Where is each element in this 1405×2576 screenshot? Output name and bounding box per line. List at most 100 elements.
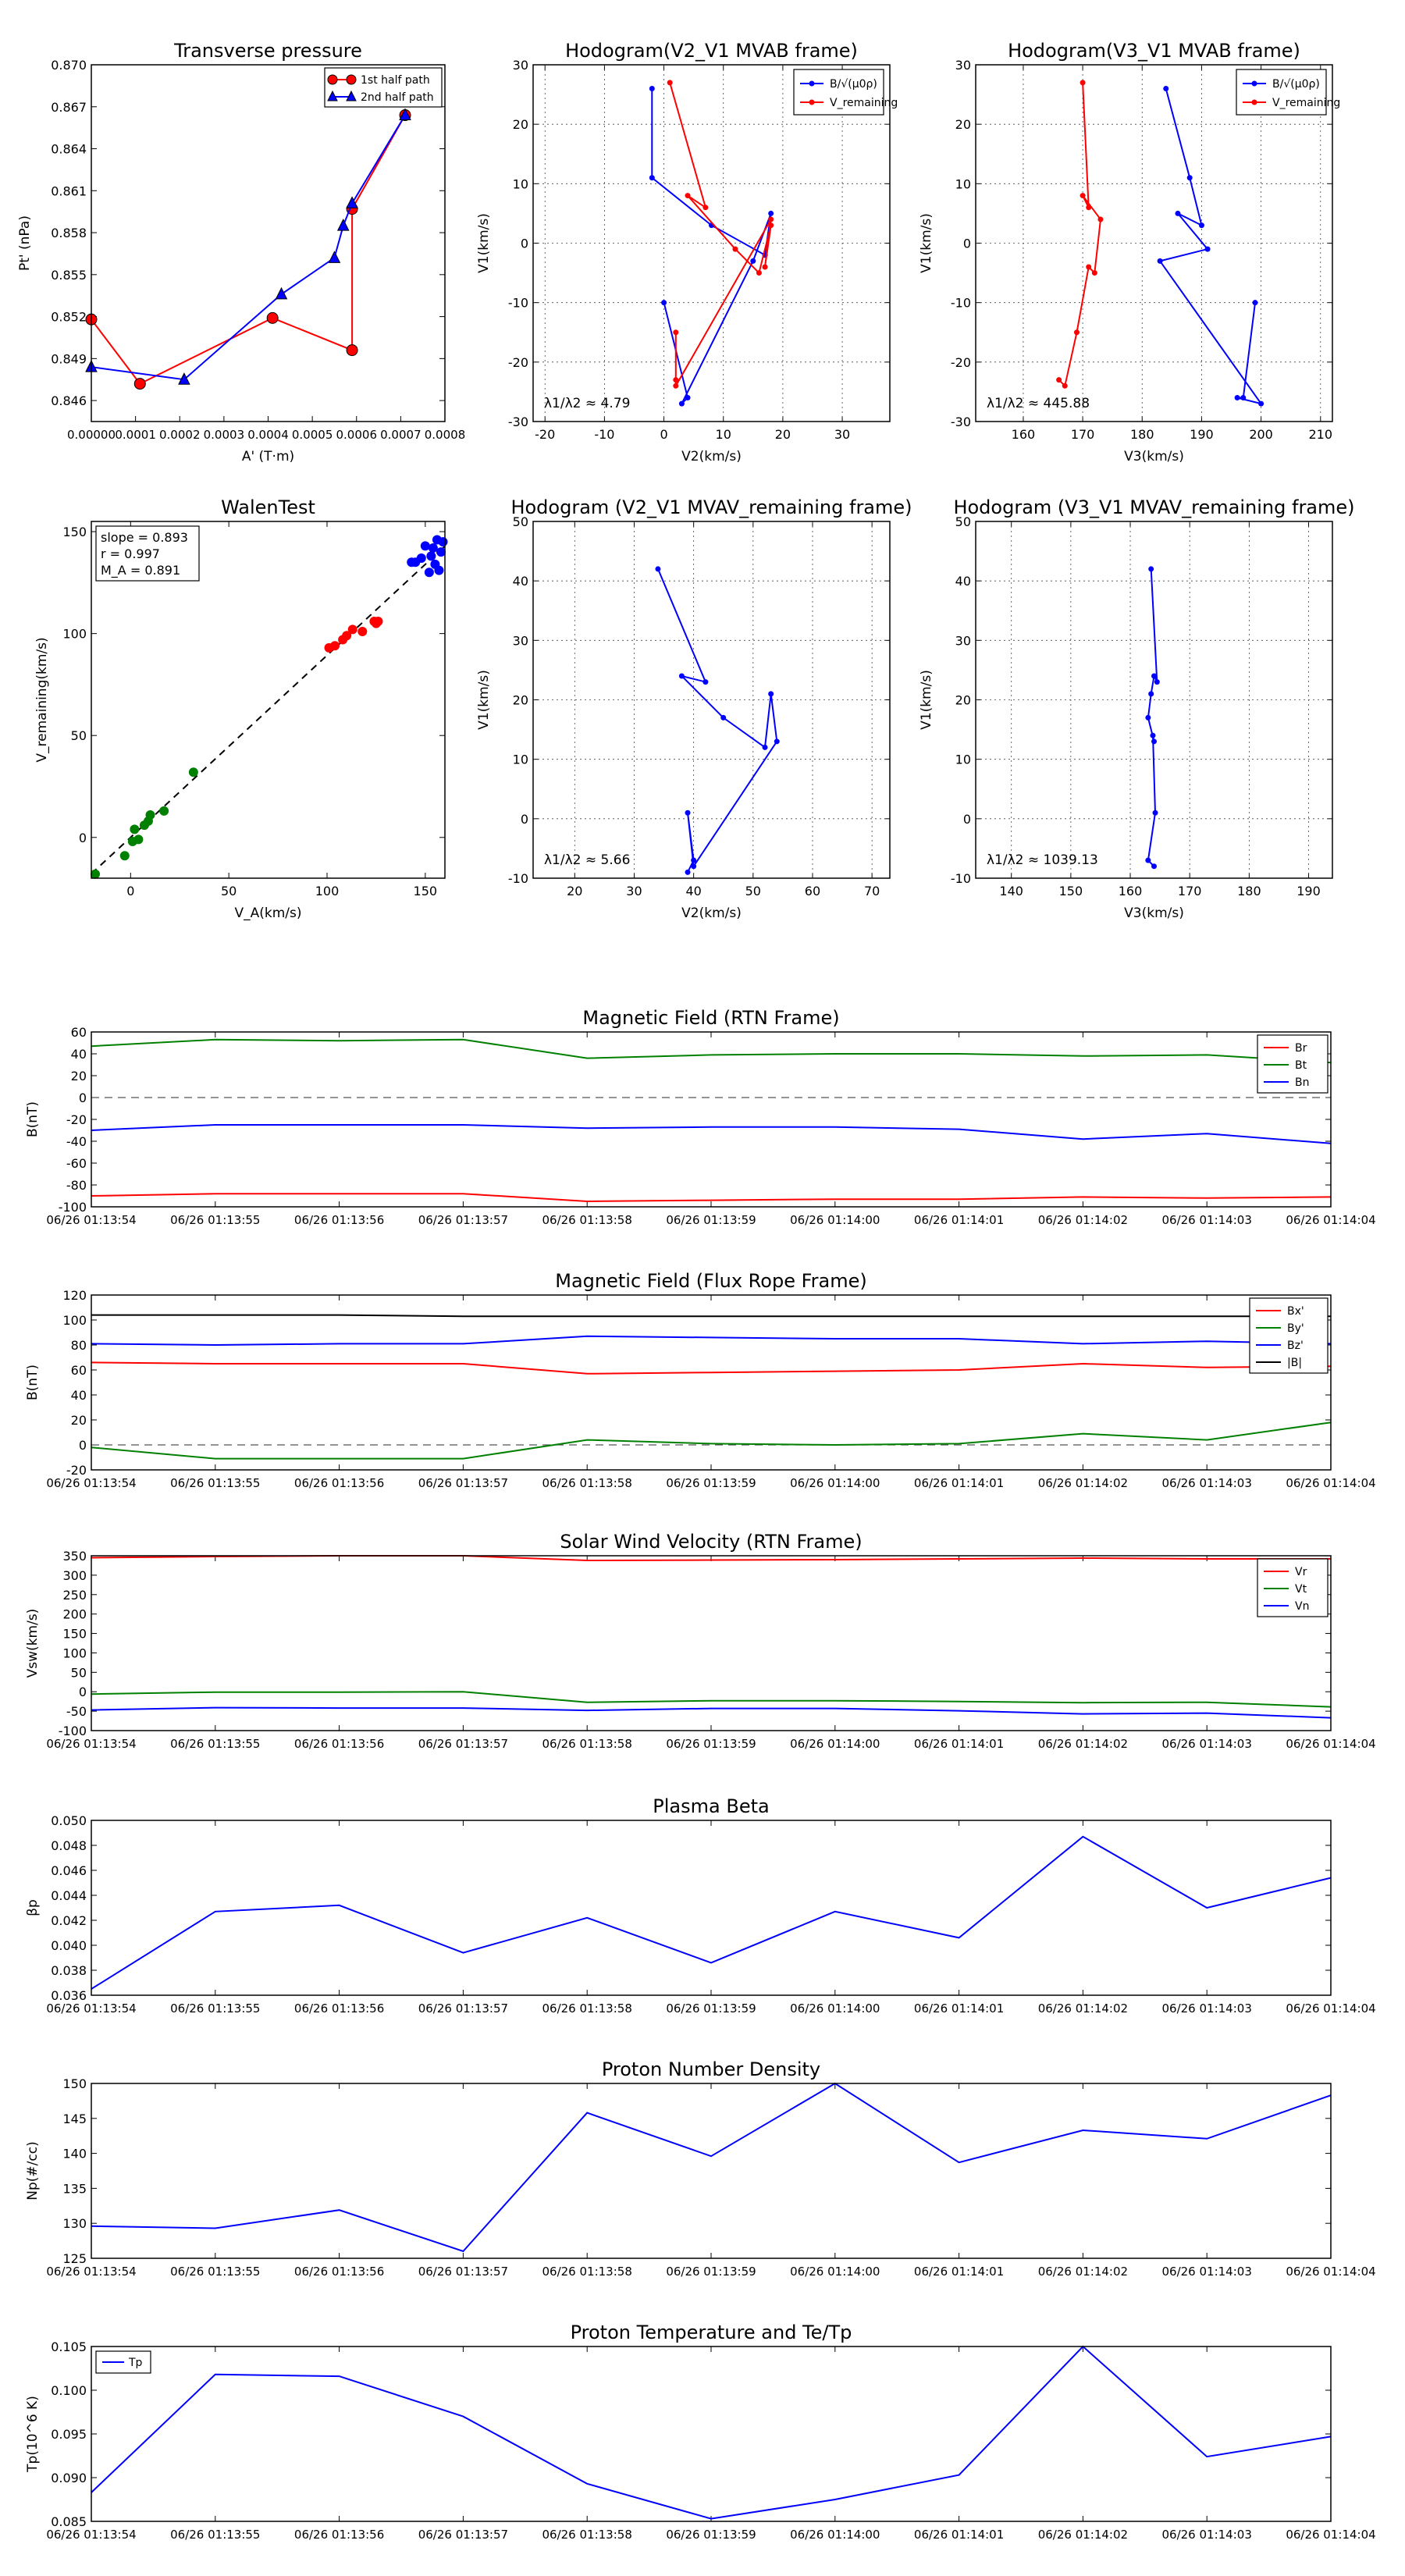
x-tick-label: 06/26 01:13:56 [294,2265,384,2279]
x-tick-label: 06/26 01:13:55 [170,2001,260,2016]
y-tick-label: 0 [79,1685,87,1699]
x-axis-label: V3(km/s) [1124,449,1184,464]
data-point [1157,258,1163,264]
x-tick-label: 06/26 01:14:04 [1286,2001,1375,2016]
y-tick-label: 150 [62,1627,87,1642]
y-tick-label: 0.050 [51,1813,87,1828]
data-point [266,311,279,324]
series-line [91,1421,1332,1460]
series-line [91,1038,1332,1064]
y-tick-label: 100 [62,1646,87,1660]
hodo-v2-mvav-chart: Hodogram (V2_V1 MVAV_remaining frame) -10… [476,496,912,921]
x-axis-label: V2(km/s) [681,906,742,921]
x-tick-label: 06/26 01:14:04 [1286,2528,1375,2542]
x-tick-label: 30 [834,427,850,442]
x-axis-label: V_A(km/s) [234,906,301,921]
axes-frame [91,2346,1332,2522]
x-tick-label: 06/26 01:14:00 [790,2265,880,2279]
y-tick-label: 300 [62,1568,87,1583]
x-tick-label: 06/26 01:14:00 [790,2528,880,2542]
chart-title: Proton Number Density [602,2058,820,2080]
y-tick-label: 145 [62,2112,87,2126]
y-tick-label: -80 [66,1178,87,1193]
data-point [768,222,774,229]
y-tick-label: 0.861 [51,183,87,198]
series-line [91,1361,1332,1375]
y-tick-label: 80 [71,1338,87,1353]
chart-title: Plasma Beta [653,1795,769,1817]
legend-marker [809,99,815,105]
data-point [762,264,768,270]
data-point [1145,714,1151,720]
x-tick-label: 0 [660,427,667,442]
chart-title: Transverse pressure [173,40,362,62]
axes-frame [532,64,891,422]
x-tick-label: 06/26 01:14:04 [1286,1737,1375,1751]
hodo-v2-mvab-chart: Hodogram(V2_V1 MVAB frame) -30 -20 -10 0 10 20… [476,40,898,464]
series-line [657,568,778,873]
data-point [673,382,679,389]
data-point [655,566,661,572]
y-tick-label: 60 [71,1363,87,1378]
y-tick-label: 0.044 [51,1888,87,1903]
series-line [1147,568,1158,867]
axes-frame [975,64,1333,422]
x-tick-label: 20 [775,427,791,442]
x-tick-label: 06/26 01:13:59 [666,1476,756,1490]
y-tick-label: 350 [62,1549,87,1564]
data-point [436,547,446,557]
data-point [691,863,697,870]
data-point [1204,246,1211,252]
chart-title: Hodogram(V3_V1 MVAB frame) [1008,40,1300,62]
y-tick-label: 0.849 [51,351,87,366]
proton-temperature-chart: Proton Temperature and Te/Tp 0.085 0.090 0.… [25,2322,1376,2542]
x-tick-label: 06/26 01:13:59 [666,1213,756,1227]
y-tick-label: 10 [513,176,528,191]
y-tick-label: 20 [71,1069,87,1083]
x-tick-label: 06/26 01:13:54 [46,2001,136,2016]
ratio-annotation: λ1/λ2 ≈ 445.88 [987,396,1090,411]
x-tick-label: 06/26 01:14:00 [790,1476,880,1490]
x-tick-label: 200 [1249,427,1273,442]
chart-title: WalenTest [221,496,315,518]
x-tick-label: 20 [567,884,582,898]
hodo-v3-mvab-chart: Hodogram(V3_V1 MVAB frame) -30 -20 -10 0 10 20… [919,40,1340,464]
x-tick-label: 06/26 01:14:01 [914,2265,1004,2279]
y-tick-label: 20 [513,117,528,132]
data-point [178,372,190,385]
x-tick-label: 06/26 01:13:56 [294,1213,384,1227]
x-tick-label: 06/26 01:14:01 [914,1476,1004,1490]
plasma-beta-chart: Plasma Beta 0.036 0.038 0.040 0.042 0.044 0.04… [25,1795,1376,2016]
x-tick-label: 06/26 01:14:03 [1162,1737,1252,1751]
y-axis-label: V1(km/s) [476,670,492,730]
chart-title: Proton Temperature and Te/Tp [571,2322,852,2343]
data-point [188,767,198,777]
data-point [145,810,155,820]
x-tick-label: 06/26 01:14:02 [1038,1476,1128,1490]
data-point [346,196,358,208]
y-tick-label: 0.090 [51,2471,87,2485]
legend-label: |B| [1287,1357,1302,1369]
x-tick-label: 06/26 01:14:02 [1038,1213,1128,1227]
legend-label: By' [1287,1322,1304,1335]
x-tick-label: 06/26 01:14:03 [1162,1213,1252,1227]
y-tick-label: 50 [513,514,528,529]
data-point [336,218,350,231]
data-point [346,344,358,357]
series-line [1058,82,1102,388]
data-point [1175,210,1181,216]
mag-fr-chart: Magnetic Field (Flux Rope Frame) -20 0 20 40… [25,1270,1376,1490]
data-point [1091,270,1097,276]
data-point [1151,863,1157,870]
data-point [91,869,101,879]
y-tick-label: 0.095 [51,2427,87,2442]
legend-label: V_remaining [830,97,898,109]
legend-label: Bt [1295,1059,1307,1072]
axes-frame [532,521,891,879]
y-tick-label: 0 [963,237,971,251]
data-point [762,744,768,750]
y-tick-label: 50 [71,728,87,743]
x-tick-label: 06/26 01:14:02 [1038,1737,1128,1751]
data-point [1056,377,1062,383]
